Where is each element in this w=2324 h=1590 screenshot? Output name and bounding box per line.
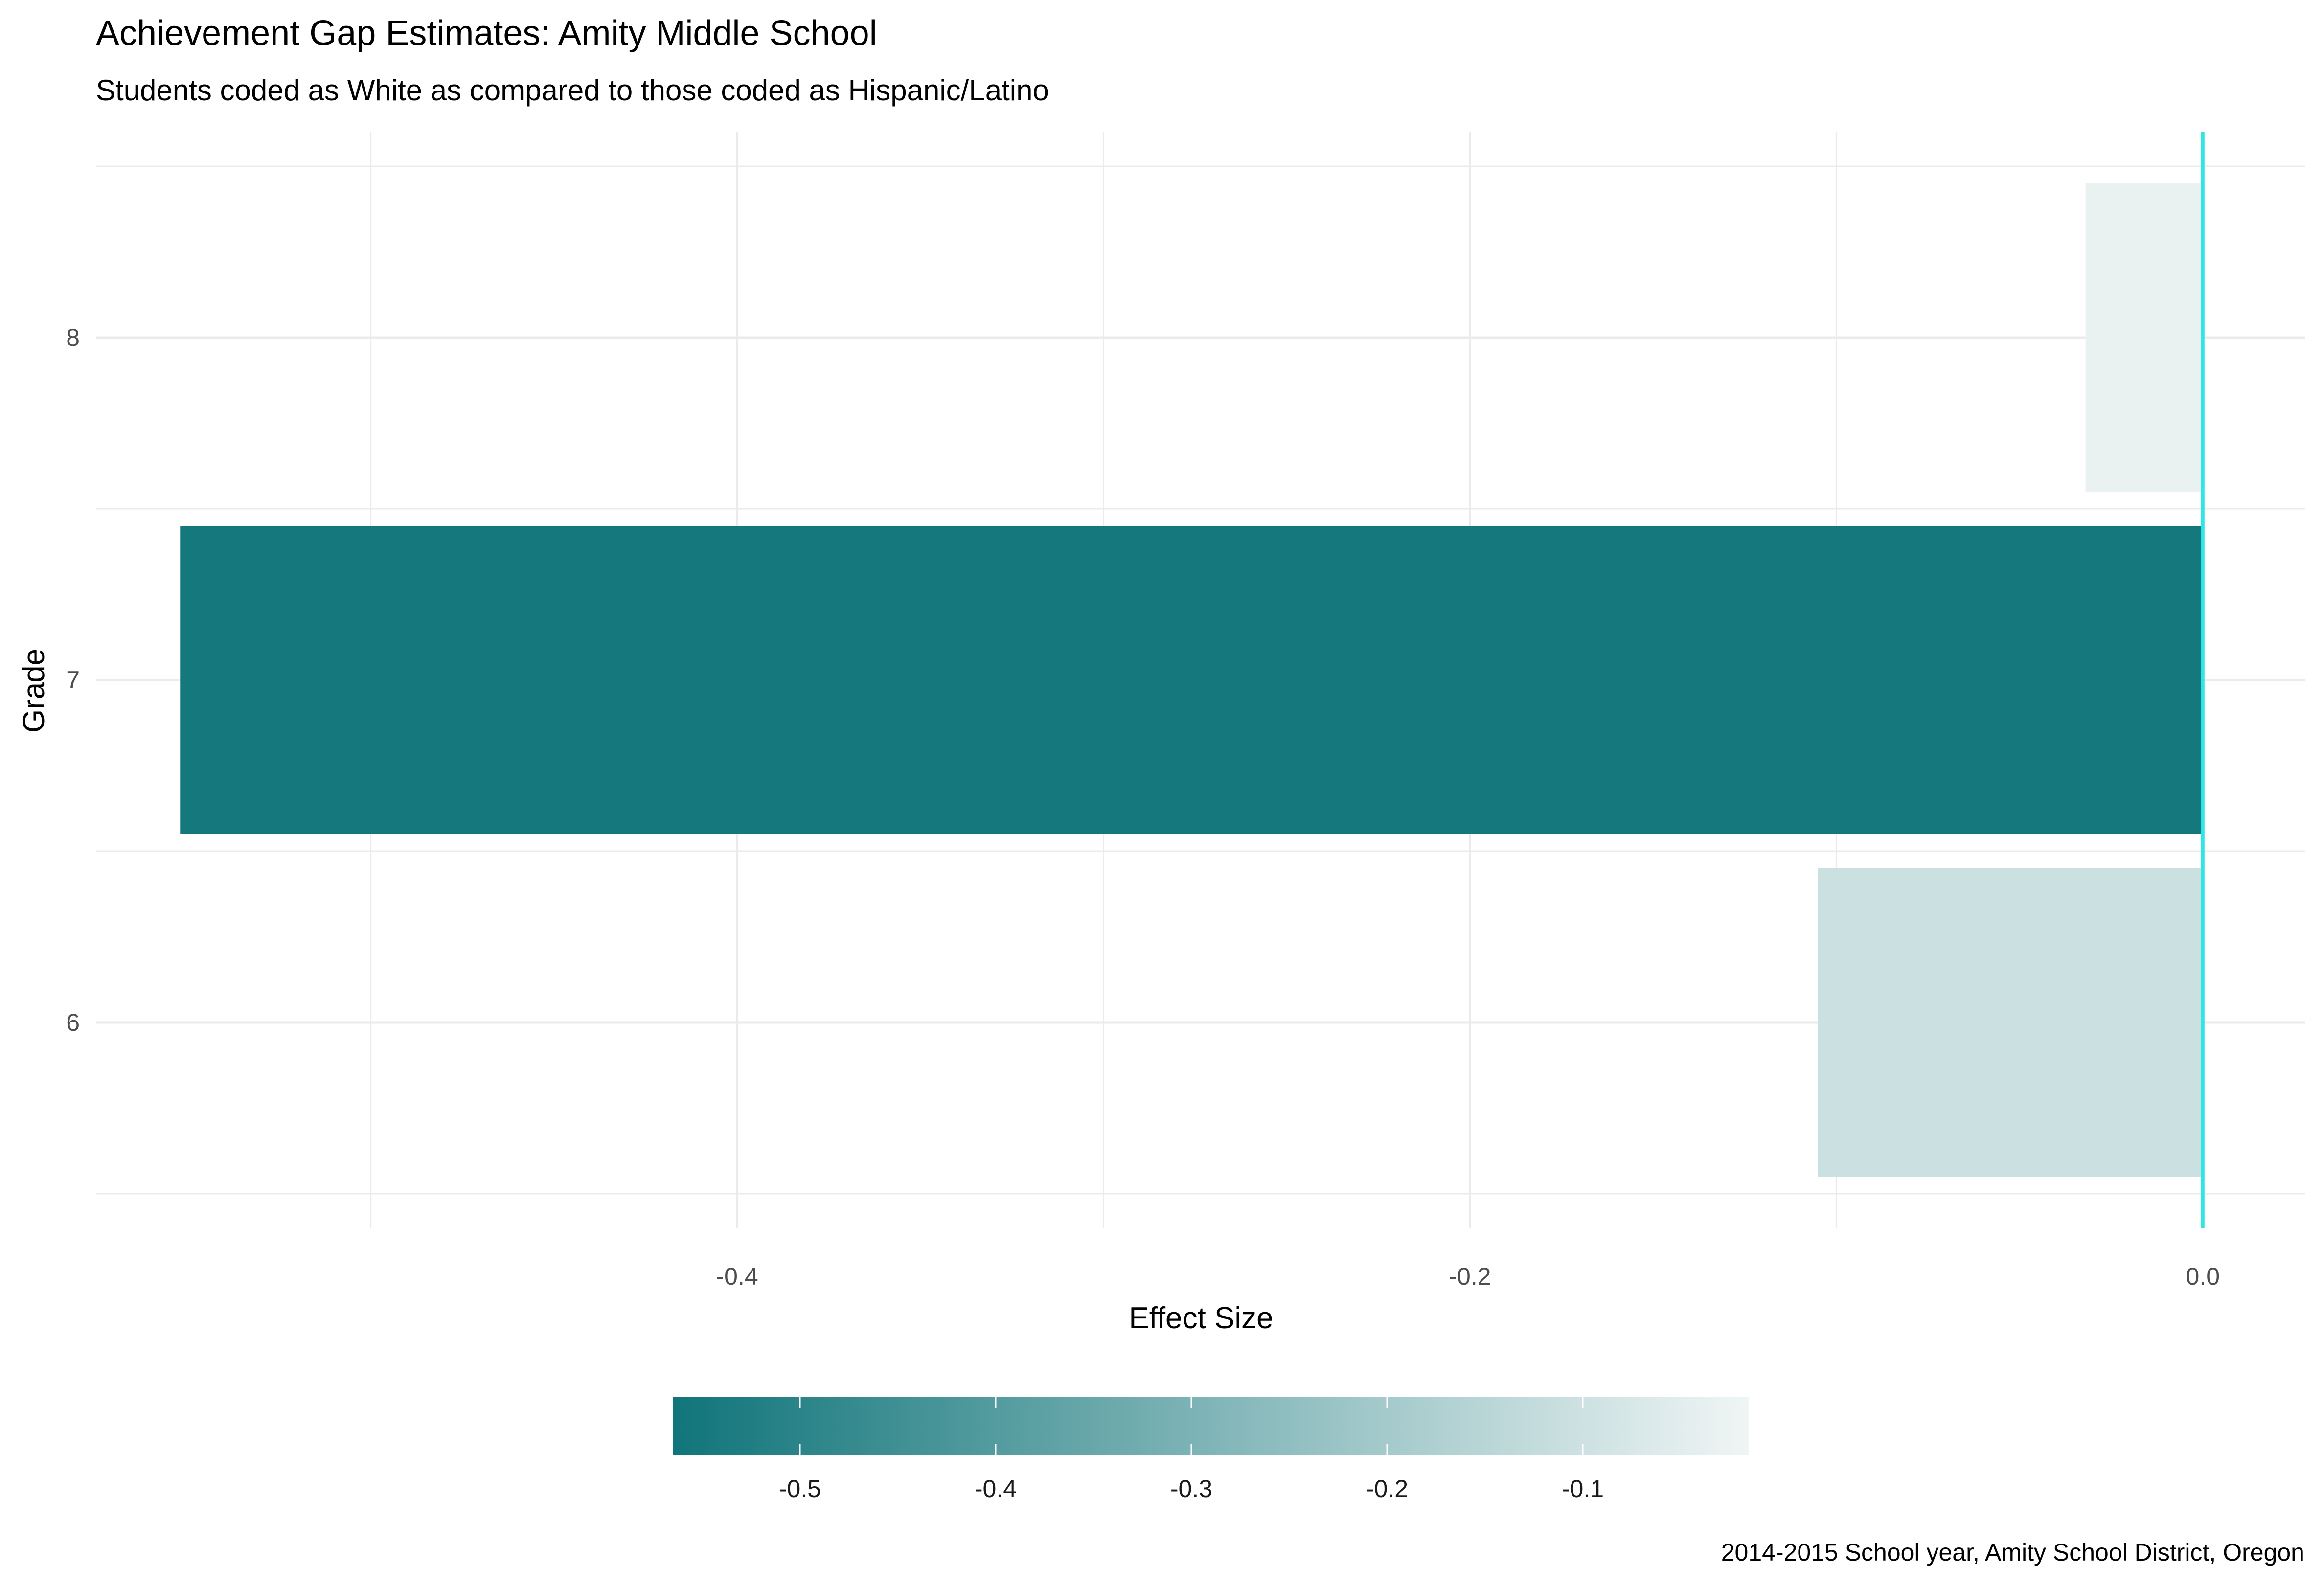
x-tick-label: 0.0: [2186, 1263, 2220, 1290]
chart-subtitle: Students coded as White as compared to t…: [96, 74, 1049, 107]
legend-colorbar: [673, 1397, 1749, 1455]
legend-tick-label: -0.5: [779, 1475, 821, 1502]
bar-grade-7: [180, 526, 2203, 834]
y-tick-label: 7: [66, 666, 80, 694]
y-tick-label: 8: [66, 324, 80, 351]
x-axis-title: Effect Size: [1129, 1301, 1273, 1335]
y-axis-title: Grade: [17, 649, 51, 733]
legend-ticks: -0.5 -0.4 -0.3 -0.2 -0.1: [779, 1397, 1604, 1502]
bar-grade-6: [1818, 868, 2203, 1177]
x-tick-label: -0.4: [716, 1263, 758, 1290]
legend-tick-label: -0.3: [1170, 1475, 1212, 1502]
chart-caption: 2014-2015 School year, Amity School Dist…: [1721, 1539, 2304, 1566]
x-axis-tick-labels: -0.4 -0.2 0.0: [716, 1263, 2220, 1290]
bars: [180, 183, 2203, 1177]
bar-grade-8: [2085, 183, 2203, 492]
legend-tick-label: -0.1: [1562, 1475, 1604, 1502]
y-axis-tick-labels: 6 7 8: [66, 324, 80, 1036]
chart-title: Achievement Gap Estimates: Amity Middle …: [96, 14, 877, 53]
legend-tick-label: -0.4: [975, 1475, 1017, 1502]
legend-tick-label: -0.2: [1366, 1475, 1408, 1502]
y-tick-label: 6: [66, 1009, 80, 1036]
x-tick-label: -0.2: [1449, 1263, 1491, 1290]
minor-gridlines: [96, 132, 2305, 1228]
